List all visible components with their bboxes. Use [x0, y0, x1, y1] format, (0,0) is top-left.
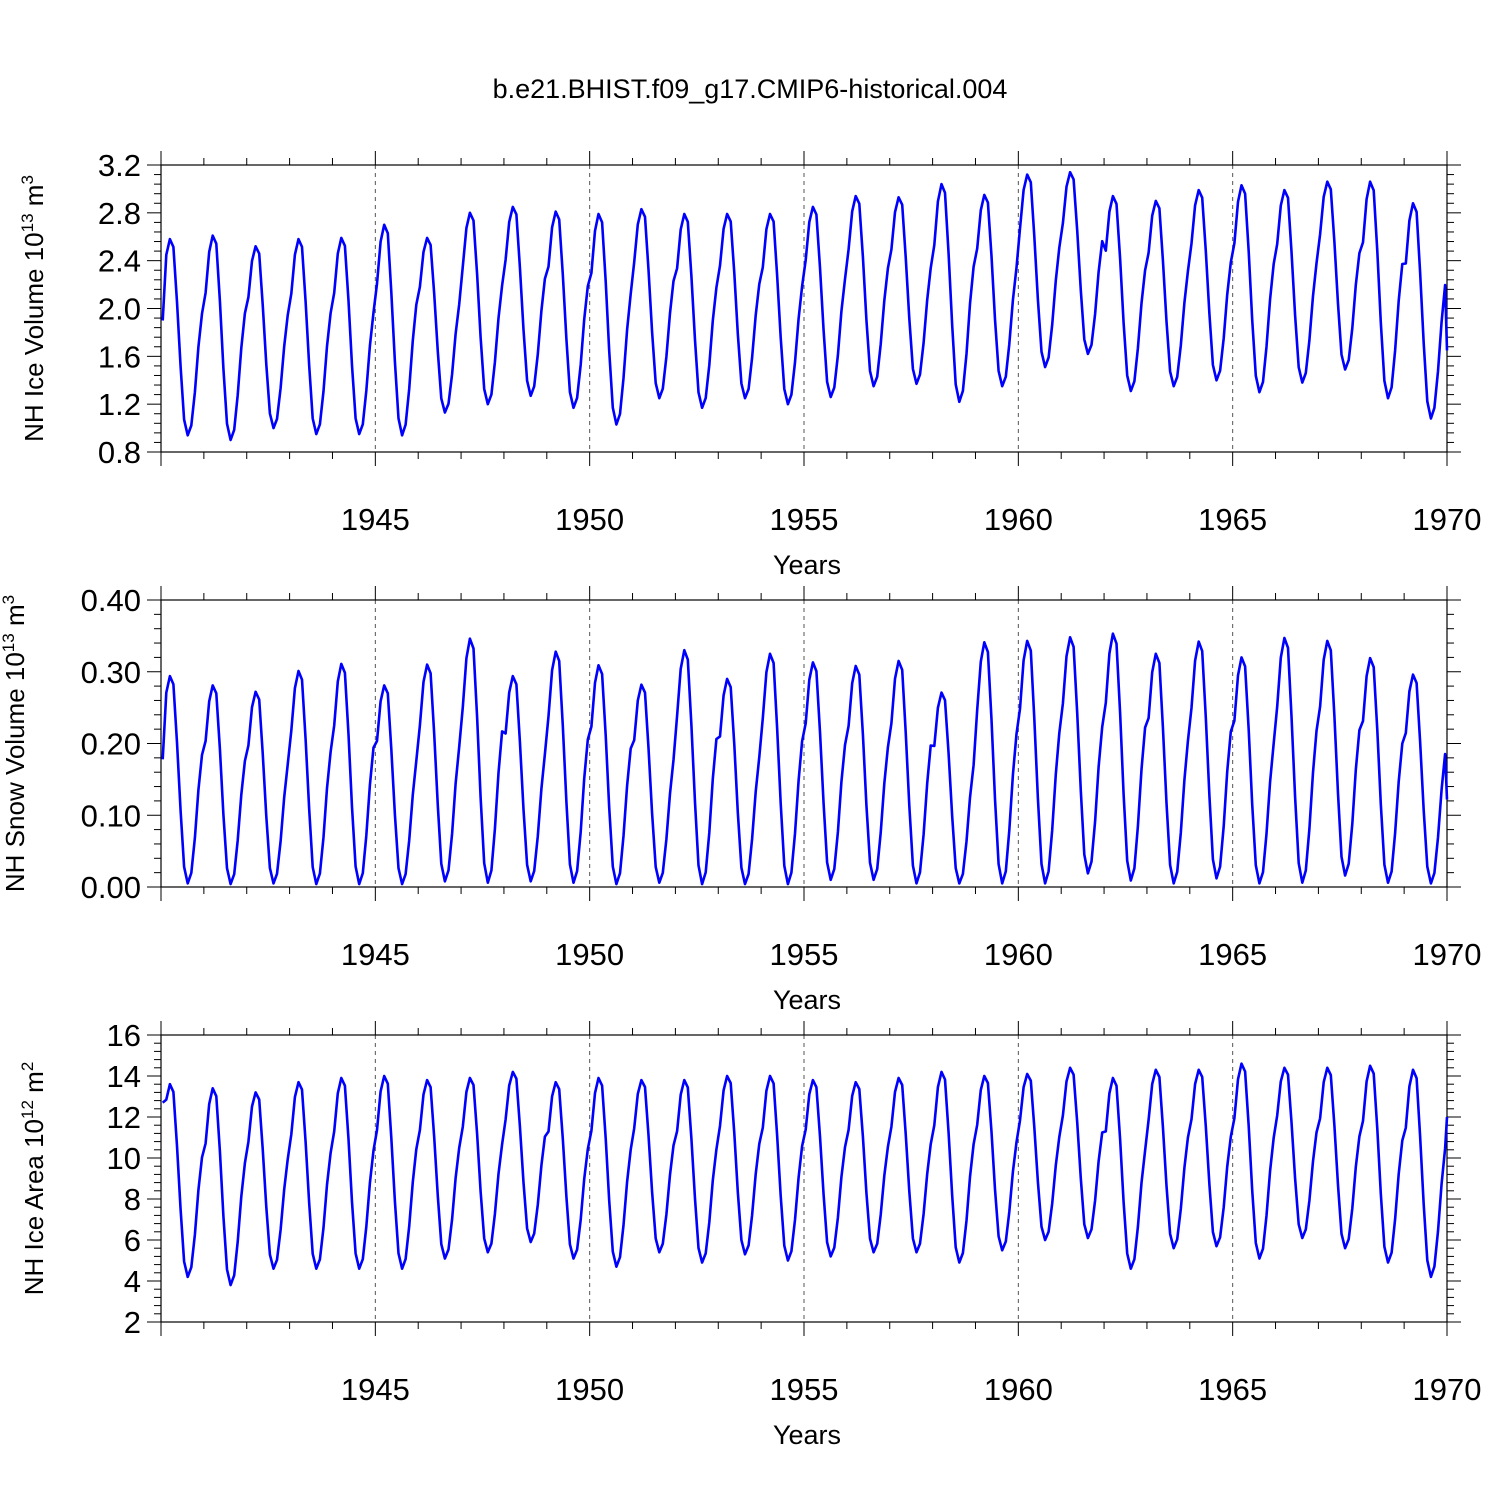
y-tick-label: 2.8 — [98, 196, 141, 231]
x-tick-label-1945: 1945 — [341, 502, 410, 537]
y-tick-label: 0.40 — [81, 583, 141, 618]
y-axis-title: NH Ice Area 1012 m2 — [18, 1062, 49, 1296]
series-line — [161, 632, 1449, 886]
x-tick-label-1955: 1955 — [770, 937, 839, 972]
y-tick-label: 2.4 — [98, 244, 141, 279]
x-tick-label-1955: 1955 — [770, 502, 839, 537]
series-line — [161, 170, 1449, 442]
y-tick-label: 14 — [107, 1059, 141, 1094]
y-axis-title-unit-power: 3 — [0, 595, 18, 604]
x-tick-label-1955: 1955 — [770, 1372, 839, 1407]
y-axis-title-main: NH Snow Volume 10 — [0, 652, 30, 892]
y-tick-label: 16 — [107, 1018, 141, 1053]
y-axis-title-main: NH Ice Area 10 — [19, 1119, 49, 1295]
y-tick-label: 0.20 — [81, 727, 141, 762]
y-axis-title-unit-power: 3 — [18, 175, 37, 184]
x-tick-label-1970: 1970 — [1413, 502, 1482, 537]
y-axis-title-unit-power: 2 — [18, 1062, 37, 1071]
x-tick-label-1960: 1960 — [984, 937, 1053, 972]
y-tick-label: 0.00 — [81, 870, 141, 905]
y-axis-title-exponent: 13 — [18, 213, 37, 232]
x-tick-label-1970: 1970 — [1413, 937, 1482, 972]
x-tick-label-1950: 1950 — [555, 937, 624, 972]
x-tick-label-1950: 1950 — [555, 1372, 624, 1407]
y-tick-label: 0.30 — [81, 655, 141, 690]
x-tick-label-1965: 1965 — [1198, 937, 1267, 972]
x-tick-label-1945: 1945 — [341, 937, 410, 972]
y-tick-label: 12 — [107, 1100, 141, 1135]
panel-3: 2 4 6 8 10 12 14 16 1945 1950 1955 1960 1965 1970 Year… — [18, 1018, 1481, 1450]
x-tick-label-1965: 1965 — [1198, 502, 1267, 537]
y-tick-label: 6 — [124, 1223, 141, 1258]
y-tick-label: 1.6 — [98, 339, 141, 374]
y-axis-title-unit: m — [19, 1071, 49, 1100]
x-tick-label-1970: 1970 — [1413, 1372, 1482, 1407]
x-tick-label-1945: 1945 — [341, 1372, 410, 1407]
y-tick-label: 8 — [124, 1182, 141, 1217]
x-tick-label-1965: 1965 — [1198, 1372, 1267, 1407]
y-axis-title-exponent: 13 — [0, 633, 18, 652]
y-axis-title-exponent: 12 — [18, 1100, 37, 1119]
panel-2: 0.00 0.10 0.20 0.30 0.40 1945 1950 1955 1960 1965… — [0, 583, 1481, 1015]
y-tick-label: 4 — [124, 1264, 141, 1299]
y-tick-label: 0.8 — [98, 435, 141, 470]
y-axis-title-main: NH Ice Volume 10 — [19, 232, 49, 442]
x-tick-label-1960: 1960 — [984, 502, 1053, 537]
y-axis-title: NH Ice Volume 1013 m3 — [18, 175, 49, 442]
panel-1: 0.8 1.2 1.6 2.0 2.4 2.8 3.2 1945 1950 1955 1960 196… — [18, 148, 1481, 580]
x-axis-title: Years — [773, 1420, 841, 1450]
series-line — [161, 1062, 1449, 1287]
x-axis-title: Years — [773, 985, 841, 1015]
y-tick-label: 2.0 — [98, 292, 141, 327]
y-axis-title: NH Snow Volume 1013 m3 — [0, 595, 30, 892]
chart-title: b.e21.BHIST.f09_g17.CMIP6-historical.004 — [492, 74, 1008, 104]
y-tick-label: 3.2 — [98, 148, 141, 183]
y-tick-label: 1.2 — [98, 387, 141, 422]
x-axis-title: Years — [773, 550, 841, 580]
x-tick-label-1950: 1950 — [555, 502, 624, 537]
y-tick-label: 0.10 — [81, 798, 141, 833]
y-tick-label: 10 — [107, 1141, 141, 1176]
y-axis-title-unit: m — [19, 185, 49, 214]
y-axis-title-unit: m — [0, 604, 30, 633]
y-tick-label: 2 — [124, 1305, 141, 1340]
x-tick-label-1960: 1960 — [984, 1372, 1053, 1407]
